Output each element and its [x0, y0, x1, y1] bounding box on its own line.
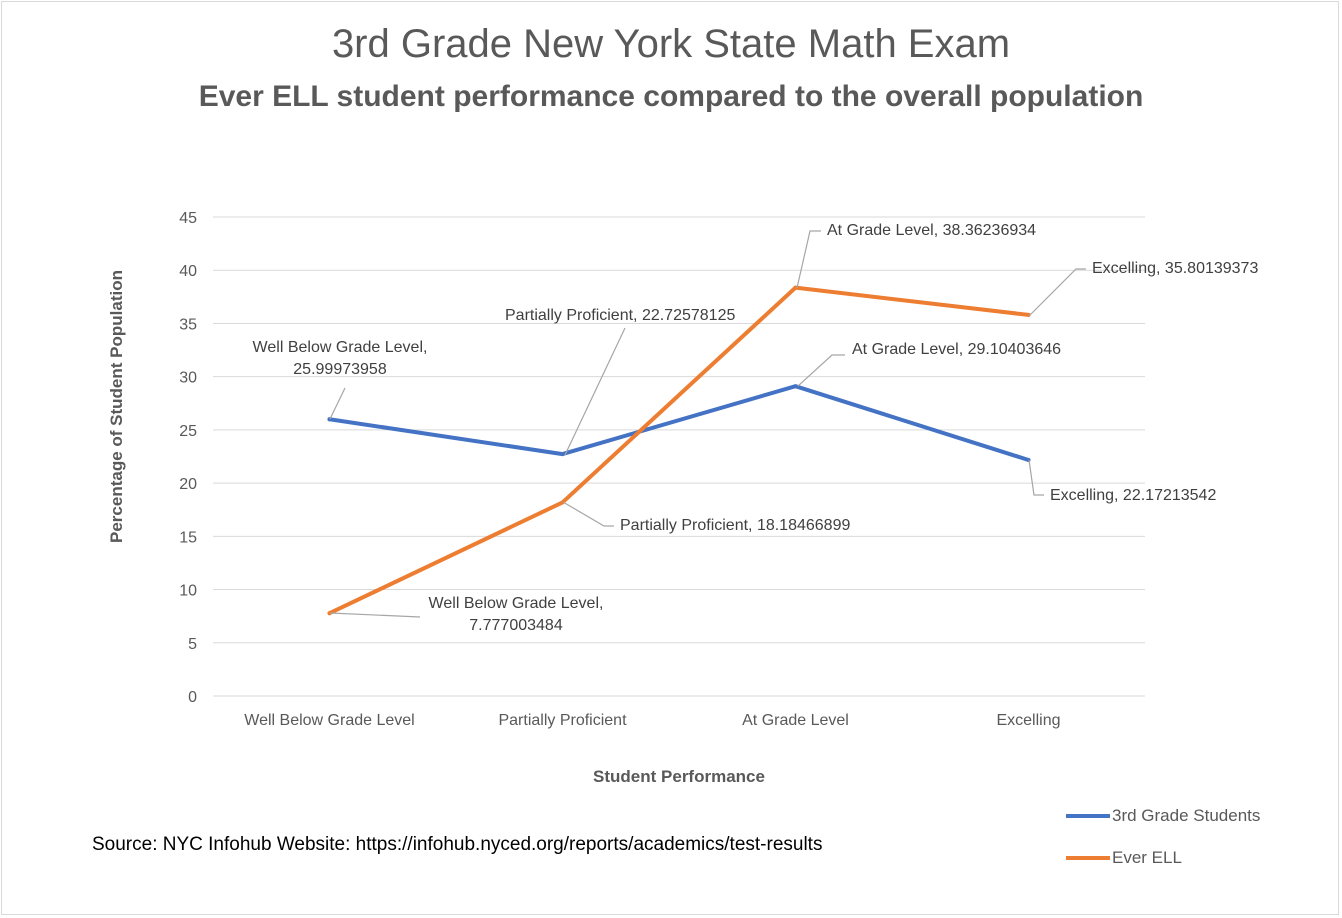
chart-subtitle: Ever ELL student performance compared to…: [198, 80, 1144, 113]
y-tick-label: 40: [179, 263, 197, 280]
legend-item-series-0: 3rd Grade Students: [1066, 806, 1260, 826]
series-line-0: [327, 384, 1031, 462]
legend-label-series-1: Ever ELL: [1112, 848, 1182, 867]
data-point: [560, 452, 565, 457]
y-tick-label: 30: [179, 370, 197, 387]
data-label: Excelling, 35.80139373: [1092, 260, 1258, 277]
data-label: Partially Proficient, 22.72578125: [505, 307, 735, 324]
chart-title: 3rd Grade New York State Math Exam: [331, 22, 1011, 66]
data-label: Well Below Grade Level, 25.99973958: [253, 339, 428, 378]
data-label-leader: [329, 612, 421, 618]
y-tick-label: 10: [179, 583, 197, 600]
x-tick-label: At Grade Level: [742, 712, 849, 729]
x-tick-label: Partially Proficient: [498, 712, 627, 729]
x-axis-title: Student Performance: [593, 767, 765, 786]
data-label-leader: [329, 387, 346, 420]
x-tick-label: Excelling: [996, 712, 1060, 729]
data-point: [793, 384, 798, 389]
y-tick-label: 5: [188, 636, 197, 653]
data-point: [560, 500, 565, 505]
data-label: At Grade Level, 29.10403646: [852, 341, 1061, 358]
data-point: [1026, 457, 1031, 462]
data-label-leader: [1028, 459, 1044, 496]
legend-swatch-series-0: [1066, 814, 1110, 818]
legend-swatch-series-1: [1066, 856, 1110, 860]
series-line-1: [327, 285, 1031, 616]
data-label-leader: [1028, 268, 1086, 317]
data-point: [793, 285, 798, 290]
y-tick-label: 25: [179, 423, 197, 440]
source-note: Source: NYC Infohub Website: https://inf…: [92, 834, 823, 855]
y-tick-label: 35: [179, 316, 197, 333]
legend-label-series-0: 3rd Grade Students: [1112, 806, 1261, 825]
y-tick-label: 0: [188, 689, 197, 706]
data-label: Excelling, 22.17213542: [1050, 487, 1216, 504]
data-label-leader: [564, 327, 626, 456]
data-label-leader: [797, 354, 845, 387]
data-label: At Grade Level, 38.36236934: [827, 222, 1036, 239]
y-axis-title: Percentage of Student Population: [107, 270, 126, 543]
y-tick-label: 15: [179, 529, 197, 546]
data-label-leader: [562, 501, 614, 527]
legend-item-series-1: Ever ELL: [1066, 848, 1182, 868]
y-tick-label: 45: [179, 210, 197, 227]
x-tick-label: Well Below Grade Level: [244, 712, 414, 729]
data-label: Well Below Grade Level, 7.777003484: [429, 595, 604, 634]
data-label: Partially Proficient, 18.18466899: [620, 517, 850, 534]
data-point: [327, 611, 332, 616]
y-tick-label: 20: [179, 476, 197, 493]
data-label-leader: [796, 230, 821, 289]
